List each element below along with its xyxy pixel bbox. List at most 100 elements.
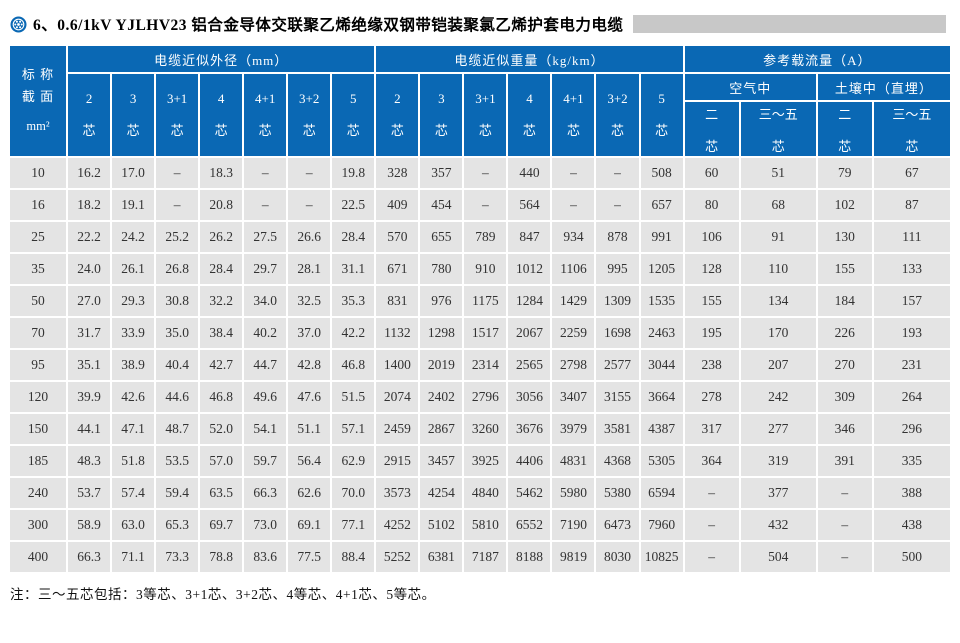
ampacity-cell: 184	[817, 286, 872, 316]
diameter-cell: 70.0	[332, 478, 375, 508]
ampacity-cell: –	[817, 542, 872, 572]
ampacity-cell: 364	[684, 446, 739, 476]
diameter-cell: 35.0	[156, 318, 199, 348]
weight-cell: 991	[640, 222, 683, 252]
ampacity-cell: 155	[684, 286, 739, 316]
weight-cell: 934	[552, 222, 595, 252]
diameter-cell: 39.9	[68, 382, 111, 412]
ampacity-cell: 309	[817, 382, 872, 412]
ampacity-cell: 195	[684, 318, 739, 348]
diameter-cell: 28.1	[288, 254, 331, 284]
diameter-cell: 44.7	[244, 350, 287, 380]
weight-cell: 10825	[640, 542, 683, 572]
ampacity-cell: 319	[740, 446, 816, 476]
weight-cell: 1517	[464, 318, 507, 348]
diameter-cell: 77.1	[332, 510, 375, 540]
diameter-cell: 47.1	[112, 414, 155, 444]
ampacity-cell: 68	[740, 190, 816, 220]
table-row: 120 39.9 42.6 44.6 46.8 49.6 47.6 51.5 2074 2402 2…	[10, 382, 950, 412]
page-header: 6、0.6/1kV YJLHV23 铝合金导体交联聚乙烯绝缘双钢带铠装聚氯乙烯护…	[0, 0, 960, 41]
ampacity-cell: 346	[817, 414, 872, 444]
diameter-cell: 26.6	[288, 222, 331, 252]
diameter-cell: 28.4	[200, 254, 243, 284]
size-cell: 400	[10, 542, 67, 572]
ampacity-cell: –	[817, 478, 872, 508]
diameter-cell: 44.1	[68, 414, 111, 444]
weight-cell: 3407	[552, 382, 595, 412]
table-row: 185 48.3 51.8 53.5 57.0 59.7 56.4 62.9 2915 3457 3…	[10, 446, 950, 476]
ampacity-cell: 51	[740, 158, 816, 188]
diameter-cell: –	[244, 190, 287, 220]
diameter-cell: 49.6	[244, 382, 287, 412]
core-col-header: 4+1 芯	[552, 74, 595, 156]
weight-cell: 780	[420, 254, 463, 284]
weight-cell: 5252	[376, 542, 419, 572]
diameter-cell: 29.3	[112, 286, 155, 316]
weight-cell: 8188	[508, 542, 551, 572]
size-cell: 35	[10, 254, 67, 284]
weight-cell: 4406	[508, 446, 551, 476]
weight-cell: 2067	[508, 318, 551, 348]
diameter-cell: 53.7	[68, 478, 111, 508]
ampacity-cell: 106	[684, 222, 739, 252]
size-cell: 185	[10, 446, 67, 476]
ampacity-cell: –	[684, 510, 739, 540]
weight-cell: 6594	[640, 478, 683, 508]
footnote: 注：三～五芯包括：3等芯、3+1芯、3+2芯、4等芯、4+1芯、5等芯。	[10, 587, 436, 602]
weight-cell: 3664	[640, 382, 683, 412]
weight-cell: 564	[508, 190, 551, 220]
table-row: 95 35.1 38.9 40.4 42.7 44.7 42.8 46.8 1400 2019 23…	[10, 350, 950, 380]
diameter-cell: 62.6	[288, 478, 331, 508]
core-col-header: 三～五芯	[740, 102, 816, 156]
diameter-cell: 57.4	[112, 478, 155, 508]
weight-cell: 1298	[420, 318, 463, 348]
diameter-cell: 26.8	[156, 254, 199, 284]
diameter-cell: 26.1	[112, 254, 155, 284]
ampacity-cell: 130	[817, 222, 872, 252]
ampacity-cell: 133	[873, 254, 950, 284]
weight-cell: 2463	[640, 318, 683, 348]
diameter-cell: 44.6	[156, 382, 199, 412]
diameter-cell: 25.2	[156, 222, 199, 252]
weight-cell: 2565	[508, 350, 551, 380]
ampacity-cell: 277	[740, 414, 816, 444]
weight-cell: 3676	[508, 414, 551, 444]
weight-cell: 5462	[508, 478, 551, 508]
ampacity-cell: 111	[873, 222, 950, 252]
diameter-cell: 42.6	[112, 382, 155, 412]
weight-cell: 4831	[552, 446, 595, 476]
weight-cell: 6473	[596, 510, 639, 540]
diameter-cell: 42.7	[200, 350, 243, 380]
diameter-cell: 16.2	[68, 158, 111, 188]
weight-cell: 3925	[464, 446, 507, 476]
diameter-cell: –	[156, 190, 199, 220]
diameter-cell: 78.8	[200, 542, 243, 572]
table-row: 50 27.0 29.3 30.8 32.2 34.0 32.5 35.3 831 976 1175…	[10, 286, 950, 316]
weight-cell: 2915	[376, 446, 419, 476]
table-row: 70 31.7 33.9 35.0 38.4 40.2 37.0 42.2 1132 1298 15…	[10, 318, 950, 348]
group-header-2: 参考载流量（A）	[684, 46, 950, 72]
weight-cell: 847	[508, 222, 551, 252]
diameter-cell: 73.3	[156, 542, 199, 572]
diameter-cell: 18.2	[68, 190, 111, 220]
diameter-cell: 48.7	[156, 414, 199, 444]
weight-cell: 7190	[552, 510, 595, 540]
weight-cell: 6381	[420, 542, 463, 572]
core-col-header: 3+2 芯	[596, 74, 639, 156]
ampacity-cell: 391	[817, 446, 872, 476]
diameter-cell: 54.1	[244, 414, 287, 444]
diameter-cell: 63.5	[200, 478, 243, 508]
page-title: 6、0.6/1kV YJLHV23 铝合金导体交联聚乙烯绝缘双钢带铠装聚氯乙烯护…	[33, 17, 624, 34]
diameter-cell: 69.1	[288, 510, 331, 540]
ampacity-cell: 377	[740, 478, 816, 508]
ampacity-cell: 317	[684, 414, 739, 444]
table-row: 16 18.2 19.1–20.8– –22.5 409 454–564– –657 80 68…	[10, 190, 950, 220]
diameter-cell: –	[156, 158, 199, 188]
core-col-header: 二芯	[684, 102, 739, 156]
weight-cell: 2074	[376, 382, 419, 412]
